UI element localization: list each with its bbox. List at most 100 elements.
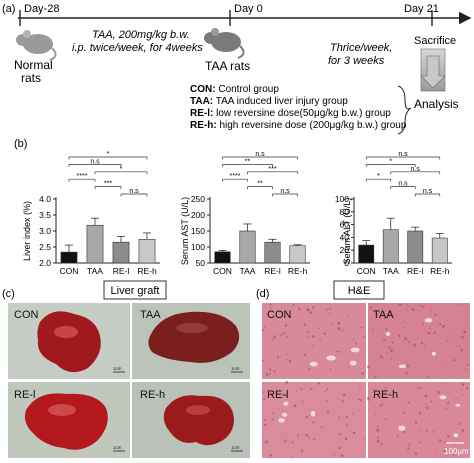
nucleus-dot — [390, 357, 393, 360]
nucleus-dot — [449, 333, 451, 335]
nucleus-dot — [461, 393, 463, 396]
nucleus-dot — [305, 433, 308, 437]
y-axis-label: Serum AST (U/L) — [180, 197, 190, 265]
nucleus-dot — [284, 324, 288, 327]
y-tick-label: 3.5 — [39, 210, 51, 220]
nucleus-dot — [313, 438, 316, 441]
nucleus-dot — [308, 368, 311, 371]
nucleus-dot — [345, 423, 348, 426]
nucleus-dot — [302, 402, 304, 405]
bar-con — [214, 251, 231, 264]
nucleus-dot — [460, 348, 464, 352]
bar-taa — [382, 229, 399, 264]
y-tick-label: 50 — [196, 258, 206, 268]
nucleus-dot — [384, 418, 387, 421]
vessel-lumen — [350, 347, 360, 353]
significance-label: ** — [245, 158, 251, 165]
legend-con: CON: Control group — [190, 84, 279, 95]
nucleus-dot — [384, 317, 387, 320]
nucleus-dot — [385, 352, 388, 354]
legend-re-l: RE-l: low reversine dose(50μg/kg b.w.) g… — [190, 108, 391, 119]
y-tick-label: 150 — [191, 226, 205, 236]
nucleus-dot — [452, 453, 455, 456]
liver-label-re-h: RE-h — [140, 389, 165, 401]
nucleus-dot — [439, 455, 441, 458]
nucleus-dot — [417, 309, 419, 311]
bar-taa — [86, 224, 104, 264]
nucleus-dot — [418, 429, 420, 431]
nucleus-dot — [357, 398, 360, 401]
nucleus-dot — [273, 335, 277, 339]
day-label-start: Day-28 — [24, 3, 59, 15]
bar-taa — [239, 230, 256, 264]
taa-rat-icon — [204, 28, 245, 59]
y-tick-label: 2.5 — [39, 242, 51, 252]
vessel-lumen — [398, 425, 406, 431]
nucleus-dot — [262, 390, 265, 393]
nucleus-dot — [458, 423, 461, 426]
significance-label: **** — [77, 173, 88, 180]
nucleus-dot — [430, 309, 432, 312]
nucleus-dot — [342, 393, 346, 397]
bar-re-l — [407, 230, 424, 264]
nucleus-dot — [405, 371, 408, 375]
liver-scale-re-h: 1cm — [231, 445, 240, 450]
nucleus-dot — [377, 332, 380, 335]
nucleus-dot — [272, 338, 275, 341]
treatment-text-1: TAA, 200mg/kg b.w. — [92, 29, 190, 41]
nucleus-dot — [293, 404, 297, 408]
nucleus-dot — [446, 340, 449, 343]
treatment-text-2: i.p. twice/week, for 4weeks — [72, 42, 203, 54]
analysis-down-arrow-icon — [420, 48, 446, 92]
significance-label: * — [389, 158, 392, 165]
sacrifice-label: Sacrifice — [414, 35, 456, 47]
y-axis-label: Serum ALT (U/L) — [342, 198, 352, 265]
nucleus-dot — [374, 413, 376, 415]
y-tick-label: 4.0 — [39, 194, 51, 204]
y-tick-label: 2.0 — [39, 258, 51, 268]
vessel-lumen — [278, 418, 285, 423]
nucleus-dot — [456, 397, 458, 400]
bar-con — [60, 251, 78, 264]
y-tick-label: 60 — [340, 220, 350, 230]
nucleus-dot — [283, 331, 286, 335]
nucleus-dot — [402, 321, 404, 323]
nucleus-dot — [436, 451, 438, 454]
nucleus-dot — [305, 415, 309, 419]
nucleus-dot — [379, 404, 382, 407]
nucleus-dot — [397, 334, 401, 338]
nucleus-dot — [347, 366, 350, 368]
nucleus-dot — [459, 421, 462, 424]
nucleus-dot — [391, 341, 394, 344]
nucleus-dot — [338, 416, 340, 419]
nucleus-dot — [292, 304, 295, 307]
significance-label: ** — [257, 181, 263, 188]
liver-scale-bars — [113, 371, 243, 452]
liver-label-con: CON — [14, 309, 39, 321]
nucleus-dot — [460, 303, 463, 306]
nucleus-dot — [353, 337, 355, 340]
nucleus-dot — [264, 418, 267, 421]
vessel-lumen — [283, 401, 289, 406]
x-tick-label: RE-h — [137, 266, 157, 276]
liver-specimen-re-h — [163, 395, 234, 446]
nucleus-dot — [300, 449, 304, 453]
significance-label: n.s — [255, 151, 265, 158]
nucleus-dot — [418, 386, 422, 390]
liver-scale-re-l: 1cm — [113, 445, 122, 450]
nucleus-dot — [385, 328, 388, 331]
nucleus-dot — [359, 398, 362, 402]
nucleus-dot — [374, 375, 377, 379]
bar-re-l — [264, 241, 281, 264]
panel-label-b: (b) — [14, 138, 27, 150]
nucleus-dot — [325, 400, 328, 402]
vessel-lumen — [326, 355, 336, 361]
nucleus-dot — [342, 400, 345, 403]
nucleus-dot — [443, 449, 446, 453]
vessel-lumen — [281, 412, 288, 417]
nucleus-dot — [460, 388, 463, 391]
vessel-lumen — [349, 360, 357, 366]
nucleus-dot — [269, 368, 272, 371]
nucleus-dot — [420, 341, 423, 345]
nucleus-dot — [429, 327, 432, 330]
